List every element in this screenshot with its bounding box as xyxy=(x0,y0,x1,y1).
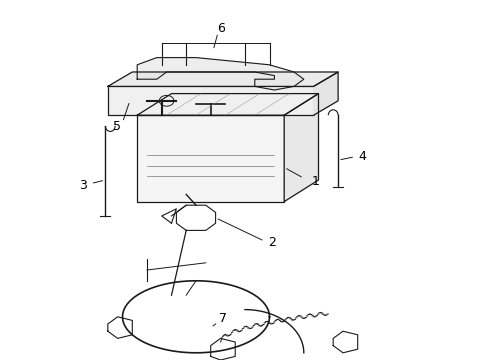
Text: 2: 2 xyxy=(268,237,276,249)
Polygon shape xyxy=(314,72,338,115)
Text: 3: 3 xyxy=(79,179,87,192)
Text: 5: 5 xyxy=(113,120,121,133)
Text: 6: 6 xyxy=(218,22,225,35)
Text: 7: 7 xyxy=(219,312,227,325)
Polygon shape xyxy=(108,72,338,86)
Text: 1: 1 xyxy=(312,175,320,188)
Text: 4: 4 xyxy=(359,150,367,163)
Polygon shape xyxy=(284,94,318,202)
Polygon shape xyxy=(137,58,304,90)
Bar xyxy=(137,115,284,202)
Polygon shape xyxy=(137,94,318,115)
Bar xyxy=(108,86,314,115)
